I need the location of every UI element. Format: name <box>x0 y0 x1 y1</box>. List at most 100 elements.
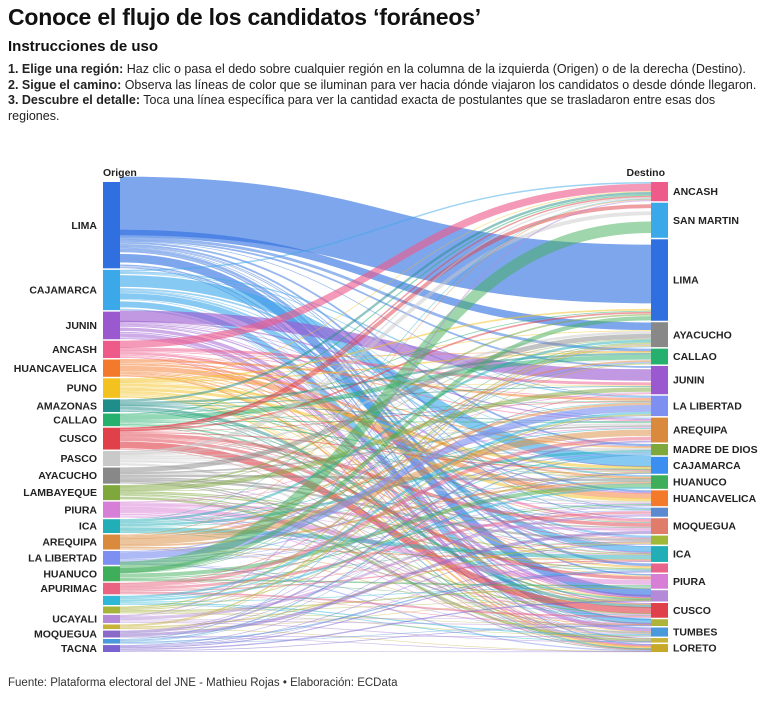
destination-node-unlabeled-12[interactable] <box>651 507 668 517</box>
flow-link[interactable] <box>119 612 652 637</box>
flow-link[interactable] <box>119 487 652 602</box>
destination-label-la-libertad[interactable]: LA LIBERTAD <box>673 401 742 413</box>
flow-link[interactable] <box>119 602 652 636</box>
flow-link[interactable] <box>119 471 652 588</box>
flow-link[interactable] <box>119 477 652 529</box>
destination-label-arequipa[interactable]: AREQUIPA <box>673 425 728 437</box>
origin-node-cajamarca[interactable] <box>103 269 120 311</box>
flow-link[interactable] <box>119 514 652 620</box>
origin-label-callao[interactable]: CALLAO <box>53 414 97 426</box>
flow-link[interactable] <box>119 580 652 601</box>
flow-link[interactable] <box>119 198 652 520</box>
origin-label-amazonas[interactable]: AMAZONAS <box>36 400 97 412</box>
destination-node-huanuco[interactable] <box>651 475 668 489</box>
destination-label-ancash[interactable]: ANCASH <box>673 186 718 198</box>
flow-link[interactable] <box>119 363 652 479</box>
destination-node-arequipa[interactable] <box>651 417 668 443</box>
flow-link[interactable] <box>119 344 652 617</box>
flow-link[interactable] <box>119 360 652 537</box>
destination-label-huancavelica[interactable]: HUANCAVELICA <box>673 493 757 505</box>
origin-node-callao[interactable] <box>103 413 120 427</box>
origin-label-lambayeque[interactable]: LAMBAYEQUE <box>23 487 97 499</box>
origin-node-la-libertad[interactable] <box>103 551 120 565</box>
flow-link[interactable] <box>119 402 652 523</box>
destination-node-unlabeled-20[interactable] <box>651 619 668 627</box>
origin-node-ayacucho[interactable] <box>103 467 120 484</box>
flow-link[interactable] <box>119 309 652 639</box>
origin-label-ancash[interactable]: ANCASH <box>52 344 97 356</box>
flow-link[interactable] <box>119 221 652 574</box>
flow-link[interactable] <box>119 346 652 640</box>
destination-label-moquegua[interactable]: MOQUEGUA <box>673 521 736 533</box>
destination-node-cusco[interactable] <box>651 603 668 618</box>
flow-link[interactable] <box>119 288 652 477</box>
destination-node-piura[interactable] <box>651 573 668 589</box>
destination-node-lima[interactable] <box>651 239 668 321</box>
flow-link[interactable] <box>119 229 652 331</box>
flow-link[interactable] <box>119 505 652 618</box>
flow-link[interactable] <box>119 308 652 381</box>
flow-link[interactable] <box>119 440 652 633</box>
origin-node-lambayeque[interactable] <box>103 485 120 501</box>
destination-label-ica[interactable]: ICA <box>673 549 692 561</box>
origin-node-apurimac[interactable] <box>103 582 120 595</box>
flow-link[interactable] <box>119 386 652 480</box>
flow-link[interactable] <box>119 463 652 641</box>
flow-link[interactable] <box>119 511 652 590</box>
flow-link[interactable] <box>119 586 652 603</box>
origin-label-cajamarca[interactable]: CAJAMARCA <box>29 285 97 297</box>
origin-node-cusco[interactable] <box>103 427 120 450</box>
flow-link[interactable] <box>119 473 652 642</box>
origin-label-ayacucho[interactable]: AYACUCHO <box>38 470 97 482</box>
destination-node-cajamarca[interactable] <box>651 456 668 474</box>
origin-node-arequipa[interactable] <box>103 534 120 550</box>
destination-label-cajamarca[interactable]: CAJAMARCA <box>673 460 741 472</box>
origin-label-piura[interactable]: PIURA <box>64 504 97 516</box>
flow-link[interactable] <box>119 338 652 488</box>
destination-label-ayacucho[interactable]: AYACUCHO <box>673 329 732 341</box>
origin-node-puno[interactable] <box>103 378 120 398</box>
flow-link[interactable] <box>119 342 652 573</box>
flow-link[interactable] <box>119 454 652 641</box>
flow-link[interactable] <box>119 393 652 584</box>
flow-link[interactable] <box>119 290 652 538</box>
flow-link[interactable] <box>119 392 652 503</box>
flow-link[interactable] <box>119 570 652 644</box>
origin-node-junin[interactable] <box>103 311 120 340</box>
destination-node-unlabeled-22[interactable] <box>651 638 668 643</box>
origin-label-puno[interactable]: PUNO <box>67 383 97 395</box>
flow-links[interactable] <box>119 176 652 653</box>
flow-link[interactable] <box>119 483 652 578</box>
origin-label-ucayali[interactable]: UCAYALI <box>52 614 97 626</box>
destination-node-ancash[interactable] <box>651 182 668 202</box>
flow-link[interactable] <box>119 339 652 523</box>
flow-link[interactable] <box>119 600 652 650</box>
flow-link[interactable] <box>119 344 652 626</box>
destination-node-ica[interactable] <box>651 546 668 562</box>
destination-label-huanuco[interactable]: HUANUCO <box>673 477 727 489</box>
origin-label-apurimac[interactable]: APURIMAC <box>40 583 97 595</box>
origin-node-huancavelica[interactable] <box>103 359 120 377</box>
origin-node-amazonas[interactable] <box>103 399 120 413</box>
flow-link[interactable] <box>119 562 652 635</box>
origin-node-huanuco[interactable] <box>103 566 120 582</box>
origin-node-tacna[interactable] <box>103 645 120 652</box>
flow-link[interactable] <box>119 472 652 634</box>
origin-node-unlabeled-23[interactable] <box>103 638 120 644</box>
flow-link[interactable] <box>119 311 652 432</box>
destination-node-tumbes[interactable] <box>651 627 668 637</box>
origin-node-moquegua[interactable] <box>103 630 120 638</box>
flow-link[interactable] <box>119 316 652 573</box>
destination-node-ayacucho[interactable] <box>651 322 668 348</box>
destination-label-tumbes[interactable]: TUMBES <box>673 627 717 639</box>
origin-label-moquegua[interactable]: MOQUEGUA <box>34 629 97 641</box>
flow-link[interactable] <box>119 411 652 599</box>
flow-link[interactable] <box>119 200 652 617</box>
flow-link[interactable] <box>119 310 652 381</box>
destination-node-san-martin[interactable] <box>651 202 668 238</box>
flow-link[interactable] <box>119 587 652 612</box>
destination-node-loreto[interactable] <box>651 644 668 652</box>
flow-link[interactable] <box>119 429 652 545</box>
origin-label-tacna[interactable]: TACNA <box>61 643 97 655</box>
flow-link[interactable] <box>119 183 652 349</box>
